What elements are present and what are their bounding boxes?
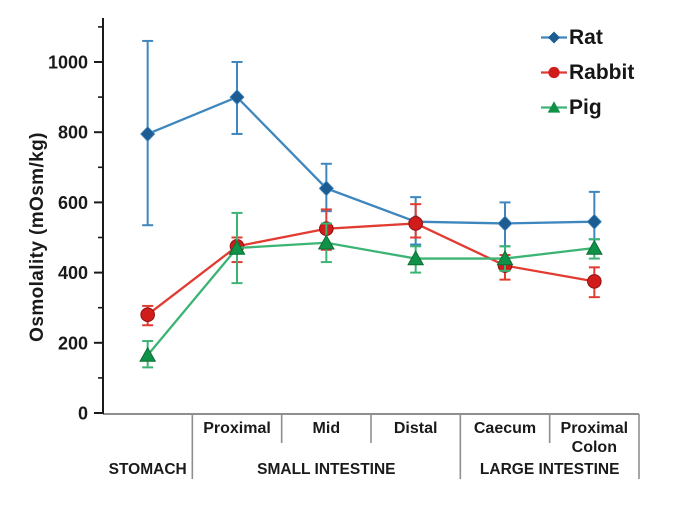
pig-data-point	[139, 346, 157, 362]
pig-data-point	[585, 239, 603, 255]
series-line	[146, 222, 595, 316]
segment-label: Caecum	[474, 420, 536, 437]
rabbit-data-point	[140, 307, 155, 323]
rat-data-point	[318, 180, 334, 197]
legend-label: Rat	[569, 25, 603, 49]
segment-label: Proximal	[203, 420, 271, 437]
legend-label: Rabbit	[569, 60, 635, 84]
y-tick-label: 600	[58, 193, 88, 213]
rabbit-data-point	[587, 274, 602, 289]
rat-data-point	[497, 215, 513, 232]
rat-data-point	[140, 126, 156, 142]
legend: Rat Rabbit Pig	[540, 20, 634, 125]
y-tick-label: 800	[58, 123, 88, 143]
pig-data-point	[228, 239, 246, 255]
segment-label: Colon	[572, 439, 617, 456]
segment-label: Mid	[313, 420, 341, 437]
region-label: STOMACH	[109, 461, 187, 478]
series-pig	[139, 211, 603, 369]
region-label: LARGE INTESTINE	[480, 461, 620, 478]
y-tick-label: 400	[58, 263, 88, 283]
segment-label: Distal	[394, 420, 438, 437]
pig-triangle-icon	[541, 101, 567, 113]
region-label: SMALL INTESTINE	[257, 461, 395, 478]
legend-item-rabbit: Rabbit	[540, 55, 634, 90]
legend-item-pig: Pig	[540, 90, 634, 125]
y-tick-label: 1000	[48, 53, 88, 73]
series-line	[147, 95, 595, 225]
rat-data-point	[586, 213, 602, 230]
segment-label: Proximal	[561, 420, 629, 437]
series-rat	[140, 39, 602, 248]
rat-data-point	[229, 89, 245, 105]
legend-item-rat: Rat	[540, 20, 634, 55]
rabbit-circle-icon	[541, 66, 567, 79]
y-axis-title: Osmolality (mOsm/kg)	[27, 132, 48, 342]
pig-data-point	[407, 250, 425, 266]
pig-data-point	[317, 234, 335, 250]
series-rabbit	[140, 203, 602, 327]
rabbit-data-point	[408, 216, 423, 231]
legend-label: Pig	[569, 95, 602, 119]
y-tick-label: 200	[58, 333, 88, 353]
rat-diamond-icon	[541, 31, 567, 44]
pig-data-point	[496, 250, 514, 266]
y-tick-label: 0	[78, 404, 88, 424]
series-line	[146, 241, 595, 356]
